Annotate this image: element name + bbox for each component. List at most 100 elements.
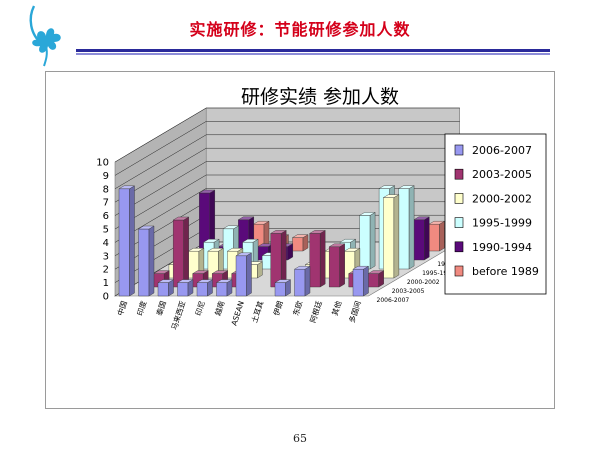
bar-top (176, 279, 194, 283)
bar-side (408, 185, 415, 270)
y-axis-ticks: 0 1 2 3 4 5 6 7 8 9 10 (96, 158, 109, 303)
bar-top (211, 270, 229, 274)
depth-tick-label: 1995-1999 (422, 270, 455, 277)
depth-tick-label: 2000-2002 (407, 279, 440, 286)
bar-top (367, 270, 385, 274)
chart-title: 研修实绩 参加人数 (241, 86, 399, 108)
bar-front (329, 246, 340, 288)
bar-top (191, 270, 209, 274)
y-tick-label: 0 (103, 292, 109, 303)
bar-top (343, 247, 361, 252)
bar-top (187, 247, 205, 252)
bar-side (393, 194, 400, 279)
header-rule-light (76, 53, 550, 55)
y-tick-label: 7 (103, 198, 109, 209)
bar (358, 212, 376, 270)
bar-top (235, 252, 253, 257)
depth-tick-label: 2003-2005 (392, 288, 425, 295)
bar (328, 243, 346, 288)
x-tick-label: 多国间 (346, 300, 362, 324)
bar (235, 252, 253, 297)
bar-front (368, 273, 379, 288)
bar-side (424, 216, 430, 261)
gridline (114, 107, 460, 163)
gridline (114, 147, 460, 203)
page-number: 65 (293, 432, 307, 445)
bar-front (309, 233, 321, 288)
bar-top (222, 225, 240, 230)
y-tick-label: 4 (103, 238, 109, 249)
bar (118, 185, 136, 297)
bar-top (397, 185, 415, 189)
x-tick-label: 其他 (329, 299, 343, 317)
bar-side (369, 212, 376, 270)
bar-front (138, 228, 150, 297)
bar-top (226, 247, 244, 252)
bar-top (308, 230, 326, 234)
page-title: 实施研修：节能研修参加人数 (189, 20, 411, 39)
bar-front (352, 268, 364, 297)
legend-label: 2000-2002 (472, 192, 532, 205)
y-tick-label: 2 (103, 265, 109, 276)
bar-top (152, 270, 170, 274)
bar-top (428, 220, 446, 225)
legend-item: 2000-2002 (454, 192, 532, 205)
x-tick-label: 马来西亚 (170, 299, 188, 331)
bar-front (294, 268, 306, 297)
bar (172, 216, 190, 288)
bar (308, 230, 326, 288)
legend-swatch (454, 144, 464, 156)
bar-side (439, 220, 445, 252)
bar-front (172, 219, 184, 288)
legend-item: 1990-1994 (454, 241, 532, 254)
bar (352, 265, 370, 297)
bar (176, 279, 194, 297)
chart: 0 1 2 3 4 5 6 7 8 9 10 中国 印度 泰国 马来西亚 印尼 越南 ASEAN 土耳其 伊朗 东欧阿… (96, 86, 547, 331)
legend-label: 1990-1994 (472, 241, 532, 254)
bar-top (339, 238, 357, 243)
bar-top (237, 216, 255, 221)
legend-swatch (454, 217, 464, 228)
chart-bars (118, 185, 446, 297)
bar-top (241, 238, 259, 243)
legend-item: 1995-1999 (454, 217, 532, 230)
bar-front (359, 215, 371, 270)
bar-front (274, 282, 286, 297)
bar-front (270, 233, 282, 288)
bar-front (413, 219, 425, 261)
bar-top (207, 247, 225, 252)
x-tick-label: 印尼 (194, 300, 207, 317)
legend-label: 1995-1999 (472, 217, 532, 230)
y-tick-label: 8 (103, 184, 109, 195)
bar-side (363, 265, 369, 297)
bar-front (428, 223, 440, 252)
bar-front (383, 197, 395, 279)
bar-side (148, 225, 155, 297)
depth-tick-label: 2006-2007 (377, 297, 410, 304)
bar-top (274, 279, 292, 283)
x-tick-label: 伊朗 (271, 300, 285, 317)
clover-logo-icon (29, 5, 61, 67)
bar (293, 265, 311, 297)
bar (291, 234, 309, 252)
bar-front (398, 188, 410, 270)
bar-front (118, 188, 130, 297)
bar (428, 220, 446, 252)
bar (367, 270, 385, 288)
bar-side (129, 185, 135, 297)
header-rule-dark (76, 49, 550, 52)
x-tick-label: 中国 (115, 300, 129, 317)
x-tick-label: 土耳其 (249, 299, 266, 324)
bar-top (352, 265, 370, 270)
gridline (114, 121, 460, 176)
x-tick-label: 东欧 (290, 299, 304, 317)
legend-label: 2006-2007 (472, 144, 532, 157)
bar-side (320, 230, 326, 288)
bar-top (137, 225, 155, 230)
bar-front (157, 282, 169, 297)
x-tick-label: 印度 (134, 299, 148, 317)
bar (382, 194, 400, 279)
x-tick-label: 阿根廷 (307, 299, 324, 324)
y-tick-label: 6 (103, 211, 109, 222)
y-tick-label: 1 (103, 278, 109, 289)
